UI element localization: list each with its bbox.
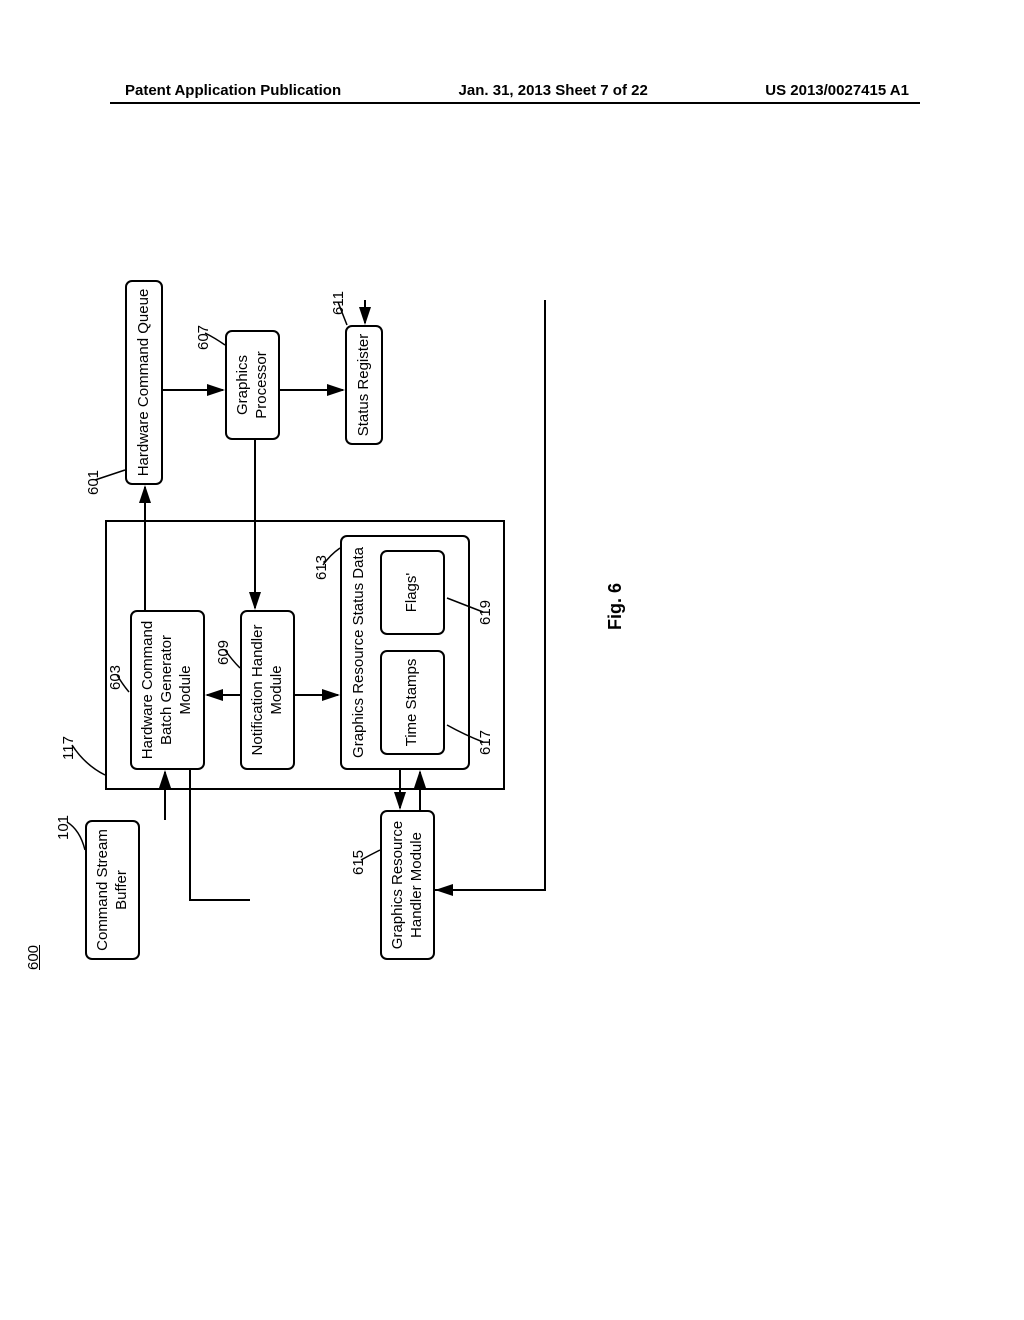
label-time-stamps: Time Stamps bbox=[403, 659, 422, 747]
figure-label: Fig. 6 bbox=[605, 583, 626, 630]
label-graphics-processor: Graphics Processor bbox=[234, 351, 272, 419]
label-resource-status-data: Graphics Resource Status Data bbox=[350, 547, 369, 758]
ref-609: 609 bbox=[215, 640, 232, 665]
ref-600: 600 bbox=[25, 945, 42, 970]
ref-607: 607 bbox=[195, 325, 212, 350]
ref-117: 117 bbox=[60, 736, 77, 760]
label-flags: Flags' bbox=[403, 573, 422, 613]
box-status-register: Status Register bbox=[345, 325, 383, 445]
box-graphics-processor: Graphics Processor bbox=[225, 330, 280, 440]
box-hw-batch-generator: Hardware Command Batch Generator Module bbox=[130, 610, 205, 770]
box-hw-command-queue: Hardware Command Queue bbox=[125, 280, 163, 485]
label-command-stream-buffer: Command Stream Buffer bbox=[94, 829, 132, 951]
header-center: Jan. 31, 2013 Sheet 7 of 22 bbox=[459, 82, 648, 99]
label-hw-command-queue: Hardware Command Queue bbox=[135, 289, 154, 477]
header-rule bbox=[110, 102, 920, 104]
box-time-stamps: Time Stamps bbox=[380, 650, 445, 755]
ref-619: 619 bbox=[477, 600, 494, 625]
ref-601: 601 bbox=[85, 470, 102, 495]
ref-603: 603 bbox=[107, 665, 124, 690]
label-resource-handler: Graphics Resource Handler Module bbox=[389, 821, 427, 949]
label-status-register: Status Register bbox=[355, 334, 374, 437]
ref-613: 613 bbox=[313, 555, 330, 580]
box-resource-handler: Graphics Resource Handler Module bbox=[380, 810, 435, 960]
ref-617: 617 bbox=[477, 730, 494, 755]
page-header: Patent Application Publication Jan. 31, … bbox=[0, 82, 1024, 99]
header-right: US 2013/0027415 A1 bbox=[765, 82, 909, 99]
box-command-stream-buffer: Command Stream Buffer bbox=[85, 820, 140, 960]
ref-101: 101 bbox=[55, 815, 72, 840]
label-notification-handler: Notification Handler Module bbox=[249, 625, 287, 756]
ref-615: 615 bbox=[350, 850, 367, 875]
ref-611: 611 bbox=[330, 291, 347, 315]
label-hw-batch-generator: Hardware Command Batch Generator Module bbox=[139, 621, 195, 759]
diagram: 600 Command Stream Buffer 101 117 Hardwa… bbox=[45, 300, 795, 950]
box-notification-handler: Notification Handler Module bbox=[240, 610, 295, 770]
header-left: Patent Application Publication bbox=[125, 82, 341, 99]
box-flags: Flags' bbox=[380, 550, 445, 635]
